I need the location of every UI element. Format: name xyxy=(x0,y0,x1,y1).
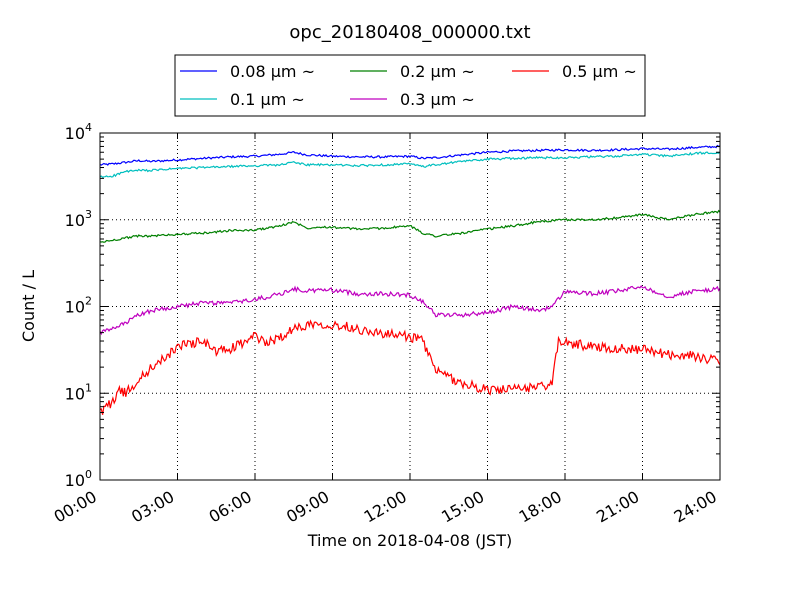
series-line xyxy=(99,284,721,336)
legend-label: 0.1 μm ~ xyxy=(230,90,305,109)
grid-lines xyxy=(100,133,720,480)
x-axis-label: Time on 2018-04-08 (JST) xyxy=(307,531,512,550)
legend-label: 0.2 μm ~ xyxy=(400,62,475,81)
y-tick-label: 103 xyxy=(65,208,92,230)
y-tick-label: 102 xyxy=(65,295,92,317)
legend-label: 0.5 μm ~ xyxy=(562,62,637,81)
legend-label: 0.3 μm ~ xyxy=(400,90,475,109)
legend: 0.08 μm ~ 0.1 μm ~ 0.2 μm ~ 0.3 μm ~ 0.5 μm … xyxy=(174,54,646,117)
series-line xyxy=(99,319,721,415)
series-line xyxy=(99,144,721,166)
y-axis: 100 101 102 103 104 xyxy=(65,121,720,490)
series-layer xyxy=(99,144,721,415)
y-tick-label: 101 xyxy=(65,381,92,403)
legend-label: 0.08 μm ~ xyxy=(230,62,315,81)
chart-title: opc_20180408_000000.txt xyxy=(289,22,530,43)
series-line xyxy=(99,151,721,178)
y-tick-label: 100 xyxy=(65,468,92,490)
y-axis-label: Count / L xyxy=(19,270,38,342)
series-line xyxy=(99,209,721,243)
y-tick-label: 104 xyxy=(65,121,92,143)
legend-box xyxy=(174,54,646,117)
